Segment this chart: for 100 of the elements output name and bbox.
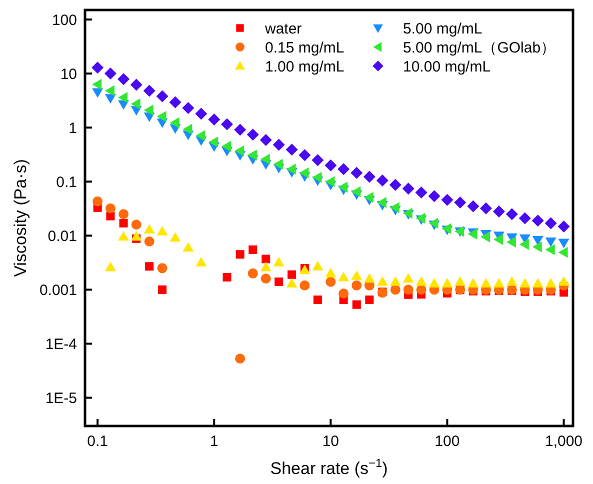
point bbox=[376, 276, 388, 286]
point bbox=[196, 130, 206, 142]
point bbox=[208, 136, 218, 148]
point bbox=[235, 354, 246, 364]
point bbox=[416, 276, 427, 286]
point bbox=[145, 262, 154, 271]
point bbox=[493, 278, 504, 288]
point bbox=[234, 124, 246, 136]
point bbox=[104, 262, 116, 272]
point bbox=[286, 164, 296, 175]
point bbox=[260, 274, 271, 284]
point bbox=[274, 278, 284, 286]
point bbox=[506, 208, 518, 220]
point bbox=[144, 236, 154, 246]
point bbox=[532, 278, 544, 288]
point bbox=[390, 202, 400, 214]
point bbox=[428, 190, 440, 202]
point bbox=[415, 186, 428, 198]
point bbox=[156, 90, 168, 102]
point bbox=[352, 300, 361, 309]
point bbox=[118, 209, 129, 220]
point bbox=[118, 92, 128, 104]
point bbox=[130, 98, 140, 110]
point bbox=[506, 236, 516, 248]
point bbox=[248, 268, 258, 278]
point bbox=[454, 196, 466, 209]
legend-label: 1.00 mg/mL bbox=[265, 58, 344, 76]
point bbox=[312, 172, 322, 183]
point bbox=[273, 158, 283, 170]
point bbox=[169, 96, 182, 108]
point bbox=[92, 78, 102, 90]
point bbox=[558, 220, 570, 232]
point bbox=[338, 288, 349, 298]
point bbox=[364, 273, 375, 283]
point bbox=[338, 272, 350, 282]
point bbox=[325, 176, 335, 188]
point bbox=[312, 154, 324, 166]
x-tick-label: 10 bbox=[322, 433, 340, 450]
point bbox=[532, 236, 544, 246]
point bbox=[365, 296, 374, 304]
x-tick-label: 0.1 bbox=[87, 433, 108, 450]
point bbox=[493, 234, 503, 245]
y-tick-label: 0.001 bbox=[39, 282, 77, 299]
point bbox=[441, 194, 454, 206]
point bbox=[260, 154, 270, 165]
point bbox=[506, 276, 518, 286]
point bbox=[288, 270, 296, 279]
y-axis-title: Viscosity (Pa·s) bbox=[11, 159, 30, 277]
point bbox=[104, 68, 116, 80]
x-tick-label: 1 bbox=[210, 433, 218, 450]
point bbox=[118, 73, 130, 86]
point bbox=[416, 212, 426, 224]
y-tick-label: 1E-5 bbox=[45, 390, 77, 407]
point bbox=[92, 88, 104, 98]
y-tick-label: 1E-4 bbox=[45, 336, 77, 353]
point bbox=[402, 182, 414, 195]
point bbox=[338, 182, 348, 193]
point bbox=[428, 218, 438, 229]
x-tick-label: 1,000 bbox=[545, 433, 583, 450]
point bbox=[532, 214, 544, 227]
point bbox=[246, 128, 259, 141]
point bbox=[222, 272, 232, 282]
point bbox=[298, 149, 311, 162]
point bbox=[272, 138, 285, 151]
legend-label: 0.15 mg/mL bbox=[265, 39, 344, 56]
point bbox=[390, 276, 401, 286]
x-axis-title: Shear rate (s$^{−1}$) bbox=[270, 456, 388, 478]
point bbox=[130, 231, 142, 241]
point bbox=[208, 114, 220, 126]
y-tick-label: 10 bbox=[60, 66, 77, 83]
point bbox=[468, 278, 479, 288]
point bbox=[247, 150, 257, 161]
y-tick-label: 100 bbox=[52, 12, 77, 29]
point bbox=[248, 245, 258, 254]
point bbox=[416, 284, 426, 295]
y-tick-label: 0.01 bbox=[48, 228, 77, 245]
point bbox=[156, 111, 166, 122]
point bbox=[312, 260, 324, 270]
point bbox=[352, 280, 362, 290]
legend-label: 5.00 mg/mL bbox=[403, 20, 482, 38]
point bbox=[402, 273, 414, 283]
point bbox=[428, 278, 440, 288]
point bbox=[519, 238, 529, 250]
point bbox=[480, 278, 492, 288]
point bbox=[130, 78, 142, 91]
point bbox=[442, 223, 452, 234]
point bbox=[300, 280, 310, 290]
legend-label: 5.00 mg/mL（GOlab） bbox=[403, 39, 556, 56]
point bbox=[236, 250, 244, 259]
point bbox=[182, 102, 194, 114]
point bbox=[403, 284, 414, 295]
point bbox=[324, 159, 337, 172]
point bbox=[286, 278, 298, 288]
point bbox=[222, 140, 232, 152]
point bbox=[325, 268, 336, 278]
y-tick-label: 0.1 bbox=[56, 174, 77, 191]
point bbox=[390, 284, 400, 295]
point bbox=[519, 278, 530, 288]
point bbox=[480, 231, 490, 242]
point bbox=[131, 220, 142, 230]
